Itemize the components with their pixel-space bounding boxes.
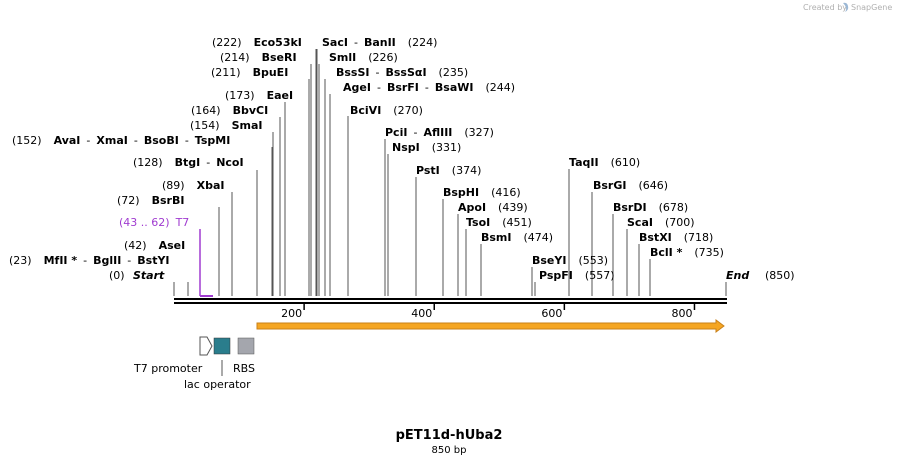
site-label: PciI - AflIII (327) (385, 126, 494, 139)
site-label: BclI * (735) (650, 246, 724, 259)
ruler-tick-label: 600 (541, 307, 562, 320)
plasmid-length: 850 bp (432, 445, 467, 456)
site-label: ScaI (700) (627, 216, 695, 229)
site-label: (154) SmaI (190, 119, 263, 132)
site-label: (89) XbaI (162, 179, 224, 192)
ruler-tick-label: 400 (411, 307, 432, 320)
t7-promoter-label: T7 promoter (133, 362, 203, 375)
ruler-tick-label: 800 (671, 307, 692, 320)
end-label: End (726, 269, 749, 282)
site-label: PspFI (557) (539, 269, 615, 282)
site-label: (222) Eco53kI (212, 36, 302, 49)
site-label: NspI (331) (392, 141, 461, 154)
site-label: SmlI (226) (329, 51, 398, 64)
lac-operator-icon (213, 337, 231, 355)
site-label: ApoI (439) (458, 201, 528, 214)
site-leader-lines (173, 49, 727, 296)
credit-text: Created by (803, 3, 847, 12)
t7-feature-label: (43 .. 62) T7 (119, 216, 189, 229)
site-label: BspHI (416) (443, 186, 521, 199)
site-label: BseYI (553) (532, 254, 608, 267)
app-name: SnapGene (851, 3, 892, 12)
snapgene-logo-icon (843, 2, 849, 12)
site-label: BciVI (270) (350, 104, 423, 117)
site-label: (72) BsrBI (117, 194, 184, 207)
site-label: (152) AvaI - XmaI - BsoBI - TspMI (12, 134, 230, 147)
site-label: TaqII (610) (569, 156, 640, 169)
site-label: TsoI (451) (466, 216, 532, 229)
start-position: (0) (109, 269, 125, 282)
start-label: Start (133, 269, 165, 282)
site-label: BsrDI (678) (613, 201, 688, 214)
site-label: (211) BpuEI (211, 66, 288, 79)
site-label: SacI - BanII (224) (322, 36, 437, 49)
site-label: BstXI (718) (639, 231, 713, 244)
orf-arrow (256, 319, 725, 333)
end-position: (850) (765, 269, 795, 282)
ruler-tick-label: 200 (281, 307, 302, 320)
site-label: BsrGI (646) (593, 179, 668, 192)
sequence-strand-bottom (174, 302, 727, 304)
t7-promoter-icon (199, 336, 213, 356)
rbs-icon (237, 337, 255, 355)
site-label: (23) MfII * - BglII - BstYI (9, 254, 170, 267)
t7-label-text: (43 .. 62) T7 (119, 216, 189, 229)
sequence-strand-top (174, 298, 727, 300)
site-label: BssSI - BssSαI (235) (336, 66, 468, 79)
site-label: (128) BtgI - NcoI (133, 156, 244, 169)
site-label: PstI (374) (416, 164, 481, 177)
rbs-label: RBS (233, 362, 255, 375)
lac-operator-label: lac operator (184, 378, 251, 391)
site-labels: (23) MfII * - BglII - BstYI (42) AseI (72) BsrBI (… (9, 36, 724, 282)
site-label: (173) EaeI (225, 89, 293, 102)
site-label: (214) BseRI (220, 51, 297, 64)
site-label: AgeI - BsrFI - BsaWI (244) (343, 81, 515, 94)
site-label: (164) BbvCI (191, 104, 268, 117)
site-label: BsmI (474) (481, 231, 553, 244)
site-label: (42) AseI (124, 239, 185, 252)
plasmid-name: pET11d-hUba2 (396, 428, 503, 443)
ruler: 200 400 600 800 (281, 304, 696, 320)
